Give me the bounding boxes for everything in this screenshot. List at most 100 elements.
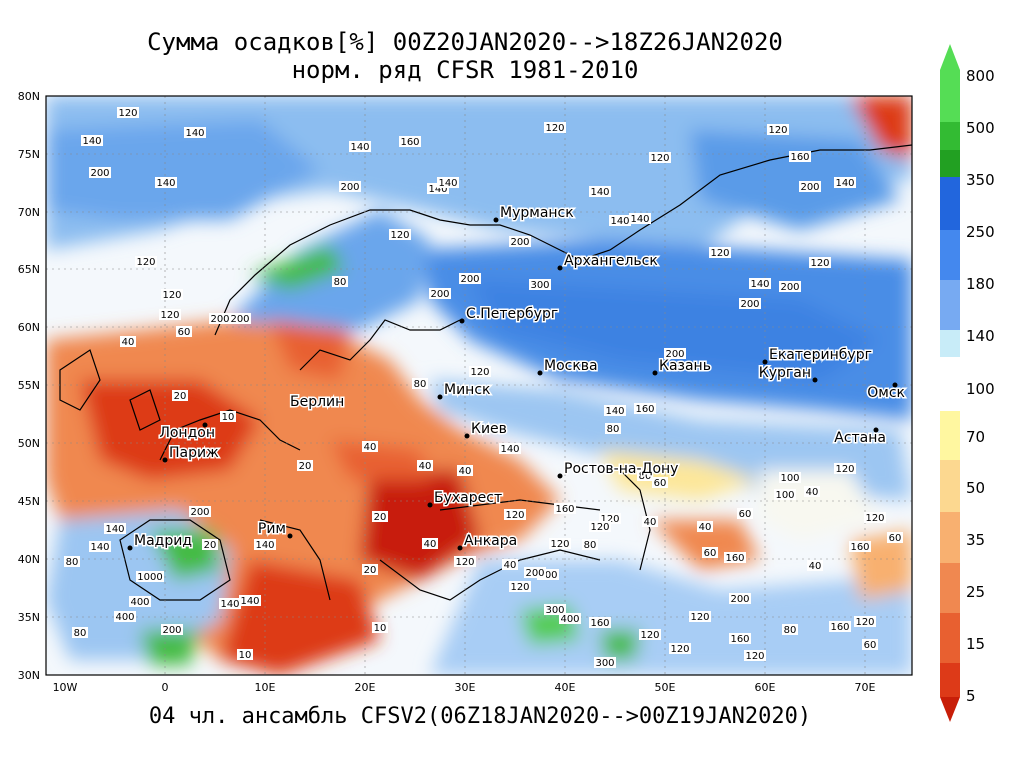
contour-label-bg <box>642 516 658 527</box>
colorbar-segment <box>940 122 960 150</box>
contour-label-bg <box>702 547 718 558</box>
city-label: Ростов-на-Дону <box>564 461 678 477</box>
contour-label-bg <box>89 541 111 552</box>
contour-label: 20 <box>174 391 187 402</box>
contour-label-bg <box>529 279 551 290</box>
contour-label: 120 <box>470 367 489 378</box>
contour-label-bg <box>339 181 361 192</box>
contour-label-bg <box>737 508 753 519</box>
contour-label-bg <box>136 571 164 582</box>
contour-label-bg <box>159 309 181 320</box>
contour-label: 10 <box>222 412 235 423</box>
colorbar-label: 350 <box>966 171 995 189</box>
contour-label: 60 <box>864 640 877 651</box>
contour-label: 140 <box>750 279 769 290</box>
city-dot <box>873 427 879 433</box>
contour-label-bg <box>172 390 188 401</box>
contour-label: 80 <box>784 625 797 636</box>
contour-label: 40 <box>699 522 712 533</box>
contour-label: 120 <box>670 644 689 655</box>
contour-label-bg <box>652 477 668 488</box>
city-dot <box>652 370 658 376</box>
contour-label: 120 <box>640 630 659 641</box>
contour-label: 200 <box>538 570 557 581</box>
contour-label: 140 <box>156 178 175 189</box>
lat-label: 80N <box>18 90 40 103</box>
lon-label: 30E <box>455 681 476 694</box>
contour-label: 200 <box>780 282 799 293</box>
contour-label: 20 <box>299 461 312 472</box>
contour-label-bg <box>834 177 856 188</box>
contour-label-bg <box>639 629 661 640</box>
colorbar-label: 250 <box>966 223 995 241</box>
contour-label: 40 <box>809 561 822 572</box>
contour-label-bg <box>459 273 481 284</box>
colorbar-label: 70 <box>966 428 985 446</box>
contour-label: 80 <box>639 471 652 482</box>
contour-label-bg <box>729 593 751 604</box>
contour-label: 40 <box>122 337 135 348</box>
contour-label-bg <box>72 627 88 638</box>
contour-label: 40 <box>424 539 437 550</box>
contour-label: 40 <box>419 461 432 472</box>
contour-label-bg <box>549 538 571 549</box>
contour-label: 140 <box>835 178 854 189</box>
contour-label: 100 <box>775 490 794 501</box>
city-label: Астана <box>834 430 886 446</box>
city-label: Омск <box>867 385 905 401</box>
city-dot <box>493 217 499 223</box>
contour-label-bg <box>89 167 111 178</box>
colorbar-segment <box>940 512 960 563</box>
contour-label: 120 <box>810 258 829 269</box>
contour-label: 140 <box>605 406 624 417</box>
contour-label: 120 <box>768 125 787 136</box>
colorbar-segment <box>940 70 960 122</box>
contour-label-bg <box>729 633 751 644</box>
city-label: Париж <box>169 445 219 461</box>
contour-label-bg <box>120 336 136 347</box>
city-dot <box>127 545 133 551</box>
contour-label: 140 <box>185 128 204 139</box>
contour-label-bg <box>155 177 177 188</box>
contour-label: 10 <box>239 650 252 661</box>
city-markers: Мурманск Архангельск С.Петербург Москва Каза… <box>127 204 907 551</box>
lat-label: 65N <box>18 263 40 276</box>
contour-label-bg <box>804 486 820 497</box>
contour-label-bg <box>862 639 878 650</box>
contour-label-bg <box>239 595 261 606</box>
contour-label: 80 <box>74 628 87 639</box>
contour-label: 40 <box>459 466 472 477</box>
contour-label-bg <box>637 470 653 481</box>
contour-label-bg <box>689 611 711 622</box>
contour-label-bg <box>184 127 206 138</box>
contour-label: 140 <box>82 136 101 147</box>
contour-label: 200 <box>740 299 759 310</box>
lon-label: 40E <box>555 681 576 694</box>
lat-label: 35N <box>18 611 40 624</box>
contour-label-bg <box>834 463 856 474</box>
contour-label-bg <box>427 183 449 194</box>
contour-label: 120 <box>510 582 529 593</box>
contour-label: 120 <box>550 539 569 550</box>
city-label: Екатеринбург <box>769 347 872 363</box>
contour-label-bg <box>504 509 526 520</box>
contour-label-bg <box>697 521 713 532</box>
city-label: Берлин <box>290 394 344 410</box>
city-dot <box>457 545 463 551</box>
colorbar-label: 35 <box>966 531 985 549</box>
contour-label-bg <box>437 177 459 188</box>
contour-label-bg <box>544 122 566 133</box>
city-label: Курган <box>759 365 811 381</box>
lon-label: 60E <box>755 681 776 694</box>
city-dot <box>464 433 470 439</box>
latitude-axis: 80N 75N 70N 65N 60N 55N 50N 45N 40N 35N 30N <box>18 90 40 682</box>
contour-label: 40 <box>806 487 819 498</box>
contour-label-bg <box>809 257 831 268</box>
contour-label-bg <box>744 650 766 661</box>
contour-label: 140 <box>438 178 457 189</box>
contour-label: 100 <box>780 473 799 484</box>
contour-label: 120 <box>505 510 524 521</box>
contour-label: 200 <box>230 314 249 325</box>
contour-label-bg <box>664 348 686 359</box>
